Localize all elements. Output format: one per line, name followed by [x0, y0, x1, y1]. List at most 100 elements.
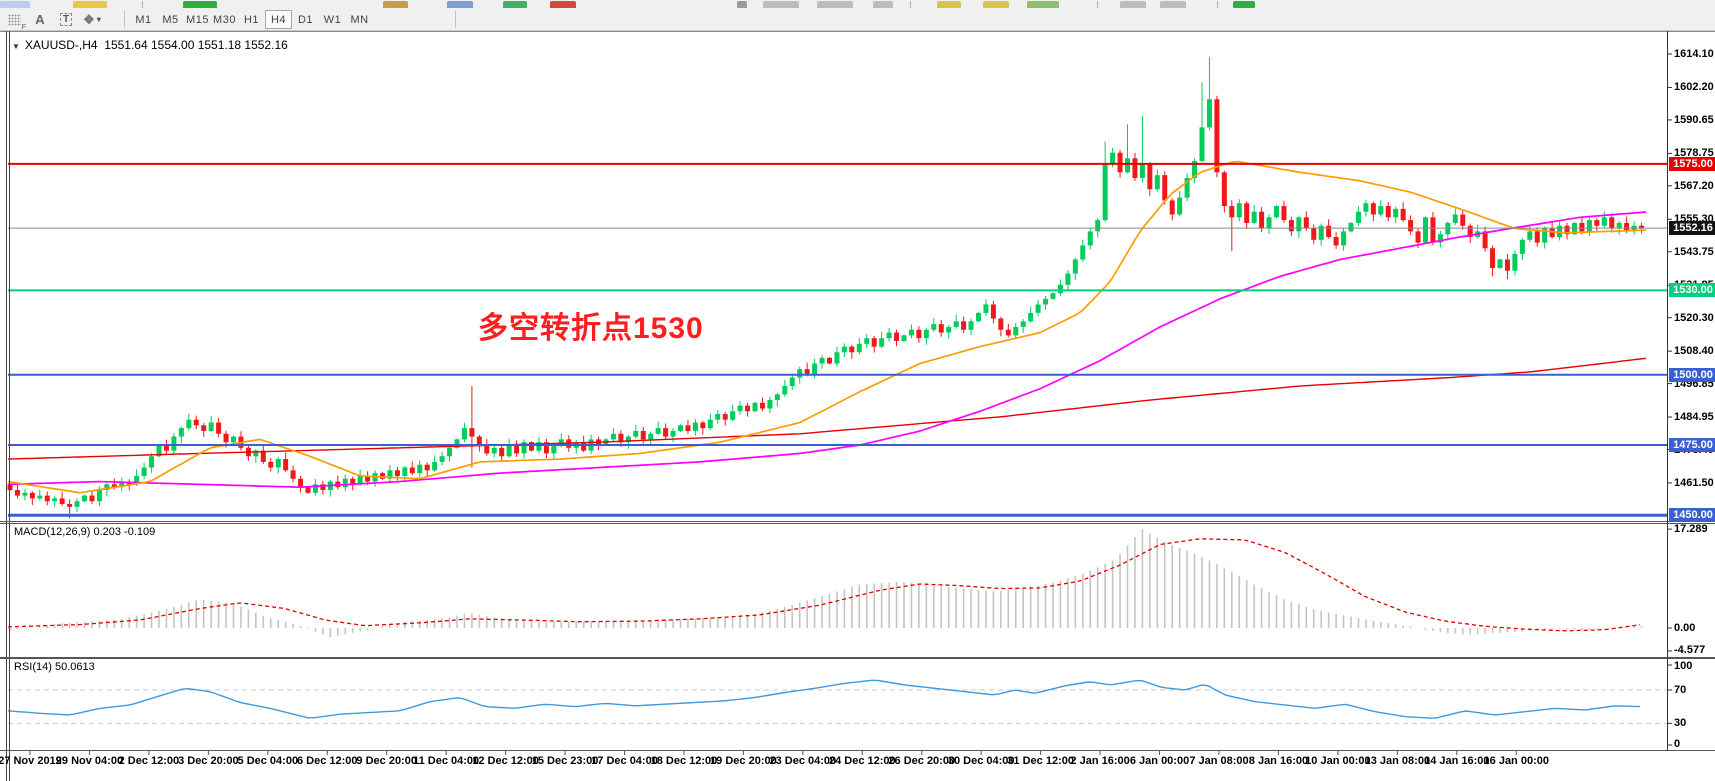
candle-body: [380, 473, 385, 479]
candle-body: [961, 321, 967, 330]
candle-body: [782, 385, 788, 395]
icon-fragment[interactable]: [383, 1, 408, 8]
icon-fragment[interactable]: [817, 1, 853, 8]
icon-fragment[interactable]: [1027, 1, 1059, 8]
candle-body: [670, 430, 676, 437]
toolbar-separator: [455, 11, 456, 28]
timeframe-m30-button[interactable]: M30: [213, 13, 236, 26]
candle-body: [424, 464, 430, 471]
candle-body: [610, 433, 616, 440]
grid-toggle-button[interactable]: F: [4, 11, 26, 31]
icon-fragment[interactable]: [937, 1, 961, 8]
candle-body: [89, 495, 95, 502]
timeframe-d1-button[interactable]: D1: [297, 13, 314, 26]
candle-body: [625, 436, 631, 443]
shapes-button[interactable]: ❖ ▾: [82, 11, 102, 29]
candle-body: [1102, 163, 1108, 221]
candle-body: [767, 400, 773, 409]
toolbar-separator: [124, 11, 125, 28]
price-tick-label: 1614.10: [1674, 48, 1714, 60]
add-indicator-icon-fragment[interactable]: [1233, 1, 1255, 8]
candle-body: [618, 433, 624, 443]
candle-body: [365, 475, 371, 482]
icon-fragment[interactable]: [763, 1, 799, 8]
grid-icon: [7, 13, 21, 26]
timeframe-m5-button[interactable]: M5: [162, 13, 179, 26]
candle-body: [171, 436, 177, 451]
text-label-button[interactable]: A: [35, 12, 45, 27]
shapes-icon: ❖: [83, 11, 95, 27]
candle-body: [692, 422, 698, 431]
timeframe-h4-button[interactable]: H4: [265, 10, 292, 29]
candle-body: [827, 357, 832, 364]
icon-fragment[interactable]: [1120, 1, 1146, 8]
candle-body: [1162, 175, 1168, 201]
timeframe-mn-button[interactable]: MN: [350, 13, 369, 26]
rsi-tick-label: 0: [1674, 738, 1681, 750]
candle-body: [1586, 220, 1592, 232]
icon-fragment[interactable]: [447, 1, 473, 8]
candle-body: [82, 495, 87, 502]
candle-body: [312, 484, 318, 493]
timeframe-w1-button[interactable]: W1: [323, 13, 342, 26]
rsi-label: RSI(14) 50.0613: [14, 661, 95, 673]
candle-body: [976, 312, 981, 322]
price-chart-canvas[interactable]: [0, 31, 1715, 781]
candle-body: [350, 478, 356, 485]
icon-fragment[interactable]: [737, 1, 747, 8]
price-tick-label: 1567.20: [1674, 179, 1714, 192]
chevron-down-icon: ▾: [96, 15, 101, 24]
annotation-text[interactable]: 多空转折点1530: [478, 312, 704, 345]
candle-body: [29, 492, 35, 499]
zoom-icon-fragment[interactable]: [73, 1, 107, 8]
candle-body: [298, 478, 304, 488]
time-axis-label: 26 Dec 20:00: [888, 755, 956, 767]
candle-body: [1393, 208, 1399, 218]
candle-body: [1497, 259, 1503, 268]
candle-body: [1087, 231, 1093, 246]
price-tick-label: 1578.75: [1674, 147, 1714, 160]
candle-body: [1609, 217, 1615, 229]
candle-body: [67, 504, 73, 507]
candle-body: [1542, 228, 1548, 243]
rsi-line: [7, 679, 1641, 719]
candle-body: [1221, 172, 1227, 207]
ma-slow-red-line: [7, 357, 1647, 460]
candle-body: [1370, 203, 1376, 215]
timeframe-h1-button[interactable]: H1: [243, 13, 260, 26]
icon-fragment[interactable]: [983, 1, 1009, 8]
collapse-icon[interactable]: ▼: [12, 42, 20, 51]
candle-body: [1408, 220, 1414, 232]
icon-fragment[interactable]: [550, 1, 576, 8]
candle-body: [260, 450, 266, 462]
candle-body: [111, 484, 117, 488]
candle-body: [1534, 231, 1540, 243]
candle-body: [715, 414, 721, 420]
time-axis-label: 31 Dec 12:00: [1007, 755, 1074, 767]
candle-body: [1318, 225, 1324, 240]
candle-body: [1192, 161, 1198, 178]
price-badge-1575.00: 1575.00: [1669, 156, 1715, 171]
icon-fragment[interactable]: [503, 1, 527, 8]
toolbar: F A T ❖ ▾ M1 M5 M15 M30 H1 H4 D1 W1 MN: [0, 9, 1715, 31]
new-chart-icon-fragment[interactable]: [183, 1, 217, 8]
candle-body: [1452, 214, 1458, 223]
candle-body: [231, 436, 236, 443]
candle-body: [1601, 217, 1607, 226]
candle-body: [640, 430, 646, 440]
icon-fragment[interactable]: [1160, 1, 1186, 8]
window-icon-fragment[interactable]: [0, 1, 30, 8]
time-axis-label: 18 Dec 12:00: [650, 755, 718, 767]
candle-body: [916, 329, 922, 339]
text-box-button[interactable]: T: [56, 11, 76, 29]
candle-body: [357, 475, 363, 485]
icon-fragment[interactable]: [873, 1, 893, 8]
timeframe-m1-button[interactable]: M1: [135, 13, 152, 26]
candle-body: [946, 326, 952, 333]
timeframe-m15-button[interactable]: M15: [186, 13, 209, 26]
candle-body: [529, 442, 534, 451]
candle-body: [804, 369, 810, 375]
candle-body: [774, 394, 780, 401]
candle-body: [178, 428, 184, 437]
candle-body: [886, 332, 892, 339]
